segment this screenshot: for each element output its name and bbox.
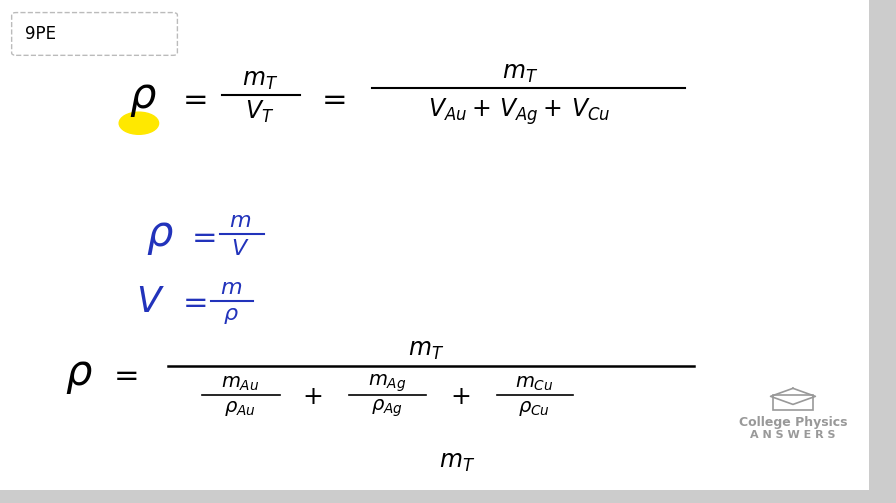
Text: $V_{Au} + \, V_{Ag} + \, V_{Cu}$: $V_{Au} + \, V_{Ag} + \, V_{Cu}$	[428, 96, 611, 127]
Text: $+$: $+$	[451, 385, 470, 409]
Text: $m_{Ag}$: $m_{Ag}$	[368, 373, 406, 394]
Text: $m_T$: $m_T$	[439, 450, 475, 474]
Text: $\rho$: $\rho$	[223, 306, 239, 326]
Text: $m$: $m$	[220, 278, 242, 298]
Text: $m$: $m$	[229, 211, 251, 231]
Text: College Physics: College Physics	[738, 416, 848, 429]
Bar	[773, 395, 813, 410]
Text: A N S W E R S: A N S W E R S	[750, 430, 836, 440]
Text: $=$: $=$	[108, 360, 139, 389]
Text: $m_{Au}$: $m_{Au}$	[221, 374, 259, 393]
FancyBboxPatch shape	[0, 0, 869, 490]
Text: 9PE: 9PE	[25, 25, 56, 43]
Bar	[869, 0, 896, 503]
Text: $\rho_{Cu}$: $\rho_{Cu}$	[518, 399, 550, 418]
Circle shape	[119, 112, 159, 134]
Text: $+$: $+$	[302, 385, 322, 409]
Text: $\rho$: $\rho$	[145, 215, 174, 258]
Text: $m_T$: $m_T$	[408, 338, 444, 362]
Text: $\rho$: $\rho$	[129, 77, 158, 119]
Text: $m_{Cu}$: $m_{Cu}$	[514, 374, 554, 393]
Text: $=$: $=$	[177, 287, 208, 316]
Text: $V$: $V$	[231, 239, 249, 259]
Bar	[0, 490, 896, 503]
Text: $\rho$: $\rho$	[65, 354, 93, 396]
Text: $\rho_{Ag}$: $\rho_{Ag}$	[371, 398, 403, 419]
Text: $=$: $=$	[186, 222, 217, 251]
Text: $V$: $V$	[136, 285, 165, 319]
Text: $=$: $=$	[177, 83, 208, 113]
Text: $m_T$: $m_T$	[242, 68, 278, 93]
Text: $\rho_{Au}$: $\rho_{Au}$	[224, 399, 256, 418]
Text: $V_T$: $V_T$	[246, 99, 274, 125]
Text: $=$: $=$	[316, 83, 347, 113]
Text: $m_T$: $m_T$	[502, 61, 538, 85]
FancyBboxPatch shape	[12, 13, 177, 55]
